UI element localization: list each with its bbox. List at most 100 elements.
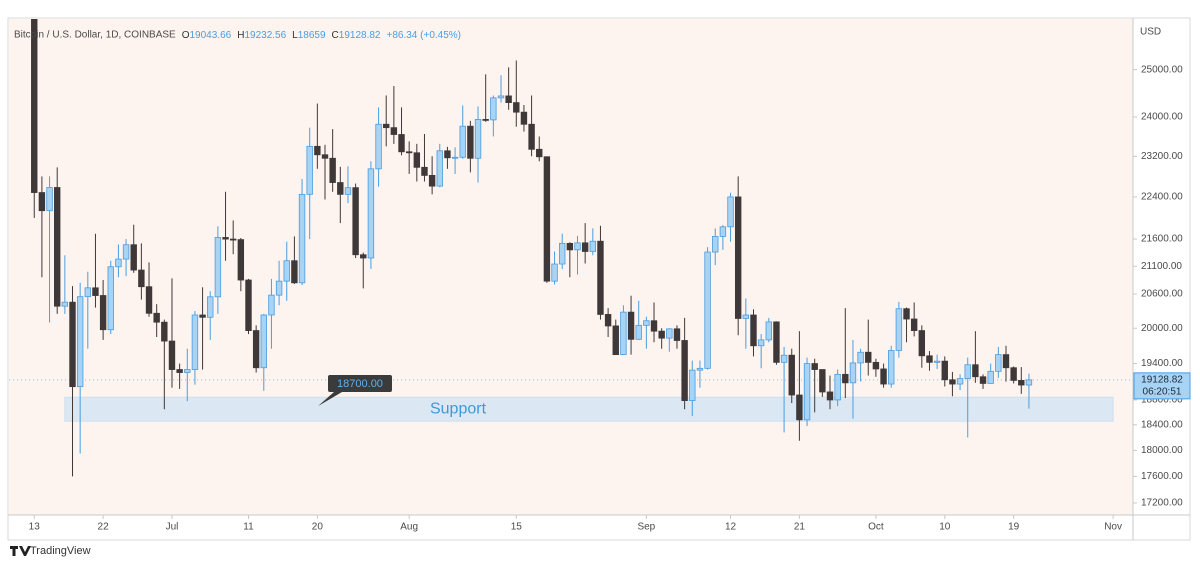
callout-label: 18700.00: [337, 378, 383, 390]
candle-body: [895, 308, 903, 351]
candle-body: [811, 363, 818, 370]
candle-body: [581, 242, 589, 252]
candle-body: [329, 157, 336, 183]
candle-body: [536, 148, 543, 158]
candle-body: [635, 324, 642, 340]
candle-body: [413, 152, 421, 168]
candle-body: [222, 237, 229, 240]
candle-body: [819, 369, 826, 393]
x-tick-label: 13: [29, 522, 41, 533]
candle-body: [107, 266, 114, 331]
candle-body: [46, 187, 53, 212]
candle-body: [130, 244, 137, 271]
y-tick-label: 18800.00: [1141, 395, 1183, 406]
candle-body: [497, 95, 505, 99]
candle-body: [176, 369, 183, 373]
candle-body: [405, 151, 413, 154]
candle-body: [367, 168, 375, 259]
header-item: 18659: [298, 30, 326, 41]
candle-body: [474, 119, 482, 159]
y-tick-label: 18400.00: [1141, 420, 1183, 431]
x-tick-label: 22: [98, 522, 110, 533]
candle-body: [528, 123, 535, 150]
candle-body: [69, 301, 76, 388]
candle-body: [589, 240, 597, 252]
candle-body: [979, 376, 987, 384]
candle-body: [559, 242, 566, 265]
candle-body: [865, 351, 872, 363]
candle-body: [933, 360, 941, 363]
candle-body: [344, 187, 352, 195]
candle-body: [964, 364, 971, 379]
header-item: H: [237, 30, 244, 41]
candle-body: [666, 328, 673, 339]
plot-background: [9, 19, 1133, 515]
candle-body: [337, 182, 344, 195]
candle-body: [161, 321, 168, 342]
candle-body: [31, 19, 38, 193]
candle-body: [436, 150, 443, 187]
overlay: Support 18700.00: [318, 375, 487, 417]
candle-body: [972, 364, 979, 378]
candle-body: [650, 320, 658, 332]
y-tick-label: 17200.00: [1141, 498, 1183, 509]
x-tick-label: Nov: [1104, 522, 1122, 533]
plot: [9, 19, 1133, 477]
candle-body: [803, 363, 811, 421]
x-tick-label: 20: [312, 522, 324, 533]
y-tick-label: 23200.00: [1141, 151, 1183, 162]
candle-body: [199, 314, 206, 318]
candle-body: [689, 369, 696, 401]
header-item: O: [182, 30, 190, 41]
candle-body: [834, 373, 841, 401]
candle-body: [673, 328, 681, 341]
candle-body: [949, 379, 956, 385]
candle-body: [390, 127, 398, 135]
candle-body: [237, 239, 245, 281]
candle-body: [987, 370, 994, 384]
price-label: 19128.82: [1141, 374, 1183, 385]
chart-title: Bitcoin / U.S. Dollar, 1D, COINBASE O1904…: [14, 30, 461, 41]
candle-body: [451, 156, 459, 159]
x-tick-label: Jul: [166, 522, 179, 533]
candle-body: [872, 361, 880, 370]
x-tick-label: Aug: [400, 522, 418, 533]
candle-body: [482, 119, 489, 121]
candle-body: [138, 269, 145, 288]
candle-body: [612, 325, 619, 356]
candle-body: [1002, 354, 1010, 369]
candle-body: [826, 391, 834, 401]
callout-tail: [318, 392, 342, 407]
y-tick-label: 18000.00: [1141, 445, 1183, 456]
candle-body: [490, 97, 497, 121]
support-zone: [64, 396, 1114, 422]
candle-body: [298, 193, 306, 284]
candle-body: [620, 311, 627, 356]
candle-body: [229, 238, 237, 241]
candle-body: [704, 251, 711, 369]
candle-body: [1018, 379, 1025, 386]
candle-body: [207, 296, 214, 318]
candle-body: [520, 111, 528, 125]
support-label: Support: [430, 400, 487, 417]
candle-body: [252, 330, 260, 369]
candle-body: [765, 321, 772, 341]
candle-body: [926, 355, 933, 363]
candle-body: [184, 369, 191, 373]
candle-body: [543, 156, 551, 282]
candle-body: [191, 314, 199, 370]
price-label-box: [1133, 372, 1191, 400]
header-item: +86.34 (+0.45%): [387, 30, 462, 41]
candle-body: [61, 301, 69, 307]
candle-body: [742, 314, 750, 319]
candle-body: [1025, 379, 1033, 386]
y-tick-label: 19400.00: [1141, 358, 1183, 369]
candle-body: [421, 166, 428, 176]
candle-body: [681, 340, 688, 401]
candle-body: [773, 321, 780, 363]
candle-body: [842, 373, 849, 384]
candle-body: [719, 226, 727, 237]
header-item: L: [292, 30, 298, 41]
candle-body: [283, 260, 290, 282]
candle-body: [551, 263, 558, 282]
